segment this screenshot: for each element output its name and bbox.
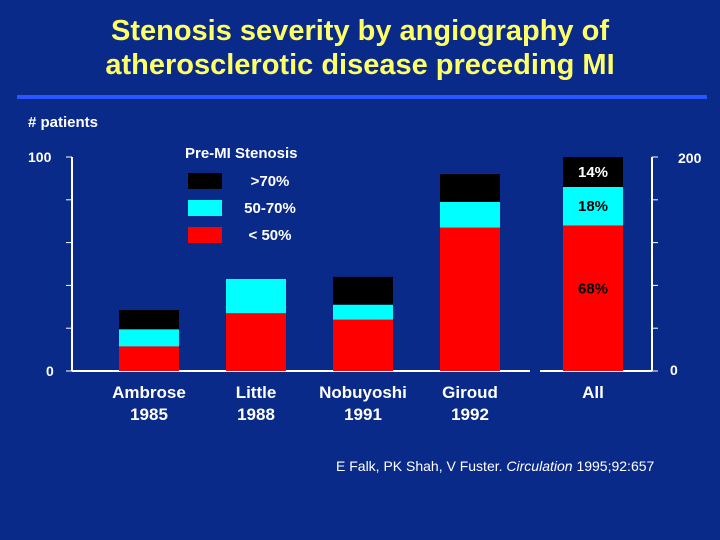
title-divider	[17, 95, 707, 99]
data-label: 14%	[578, 164, 608, 181]
left-y-tick-top: 100	[28, 149, 52, 165]
legend-swatch	[188, 227, 222, 243]
citation-journal: Circulation	[506, 458, 573, 474]
x-category-label: 1992	[451, 405, 489, 424]
bar-little-50	[226, 313, 286, 371]
bar-giroud-50	[440, 227, 500, 371]
bar-giroud-70	[440, 174, 500, 202]
x-category-label: Nobuyoshi	[319, 383, 407, 402]
bar-giroud-5070	[440, 201, 500, 228]
x-category-label: Giroud	[442, 383, 498, 402]
x-category-label: Little	[236, 383, 277, 402]
x-category-label: Ambrose	[112, 383, 186, 402]
bar-nobuyoshi-70	[333, 276, 393, 305]
bar-ambrose-70	[119, 310, 179, 330]
legend-label: < 50%	[249, 227, 292, 244]
legend-swatch	[188, 200, 222, 216]
bar-all-70	[563, 157, 623, 187]
legend-swatch	[188, 173, 222, 189]
title-line-1: Stenosis severity by angiography of	[111, 15, 609, 47]
x-category-label: 1991	[344, 405, 382, 424]
left-y-tick-bottom: 0	[46, 363, 54, 379]
x-category-label: 1988	[237, 405, 275, 424]
y-axis-label: # patients	[28, 114, 99, 131]
data-label: 18%	[578, 198, 608, 215]
bar-ambrose-5070	[119, 329, 179, 347]
right-y-tick-bottom: 0	[670, 362, 678, 378]
bar-nobuyoshi-5070	[333, 304, 393, 320]
data-label: 68%	[578, 280, 608, 297]
legend-label: 50-70%	[244, 200, 296, 217]
citation: E Falk, PK Shah, V Fuster. Circulation 1…	[336, 458, 654, 474]
slide-title: Stenosis severity by angiography of athe…	[0, 14, 720, 82]
bar-all-5070	[563, 186, 623, 226]
bar-little-5070	[226, 278, 286, 314]
right-y-tick-top: 200	[678, 150, 702, 166]
title-line-2: atherosclerotic disease preceding MI	[105, 49, 615, 81]
bar-all-50	[563, 225, 623, 371]
x-category-label: 1985	[130, 405, 168, 424]
x-category-label-all: All	[582, 383, 604, 402]
legend-label: >70%	[251, 173, 290, 190]
bar-nobuyoshi-50	[333, 319, 393, 371]
bar-ambrose-50	[119, 346, 179, 371]
citation-ref: 1995;92:657	[576, 458, 655, 474]
legend-title: Pre-MI Stenosis	[185, 145, 298, 162]
citation-authors: E Falk, PK Shah, V Fuster.	[336, 458, 503, 474]
